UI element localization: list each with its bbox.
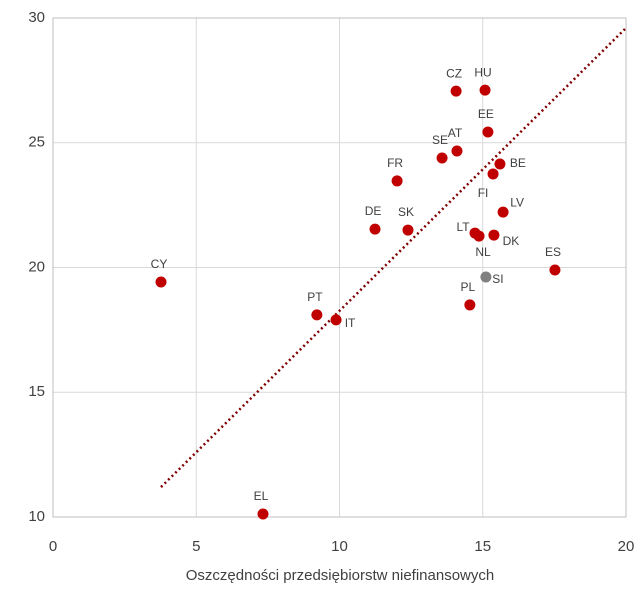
point — [311, 309, 323, 321]
x-tick-label: 20 — [618, 538, 635, 555]
point — [479, 84, 491, 96]
point-label: ES — [545, 245, 561, 259]
point — [436, 152, 448, 164]
point-label: NL — [475, 245, 491, 259]
point-label: LV — [510, 195, 524, 209]
point-label: CY — [151, 257, 168, 271]
point-label: EE — [478, 107, 494, 121]
x-tick-label: 15 — [474, 538, 491, 555]
point — [480, 271, 492, 283]
point — [482, 126, 494, 138]
point-label: HU — [474, 65, 491, 79]
point — [402, 224, 414, 236]
point — [488, 229, 500, 241]
point-label: SK — [398, 205, 414, 219]
point-label: PT — [307, 290, 323, 304]
x-tick-label: 10 — [331, 538, 348, 555]
point — [369, 223, 381, 235]
point — [391, 175, 403, 187]
point-label: LT — [456, 220, 470, 234]
point-label: SI — [492, 272, 503, 286]
point — [549, 264, 561, 276]
plot-border — [52, 17, 627, 518]
point-label: BE — [510, 156, 526, 170]
point — [451, 145, 463, 157]
point-label: PL — [461, 280, 476, 294]
point-label: AT — [448, 126, 463, 140]
point-label: FR — [387, 156, 403, 170]
point — [464, 299, 476, 311]
trendline — [160, 27, 627, 488]
x-axis-label: Oszczędności przedsiębiorstw niefinansow… — [186, 567, 494, 584]
point — [487, 168, 499, 180]
y-tick-label: 25 — [28, 134, 45, 151]
point-label: DK — [503, 234, 520, 248]
point-label: SE — [432, 133, 448, 147]
point-label: EL — [254, 489, 269, 503]
point — [450, 85, 462, 97]
point — [494, 158, 506, 170]
y-tick-label: 30 — [28, 9, 45, 26]
point — [257, 508, 269, 520]
point — [155, 276, 167, 288]
point-label: CZ — [446, 66, 462, 80]
point-label: IT — [345, 316, 356, 330]
point — [497, 206, 509, 218]
y-tick-label: 20 — [28, 258, 45, 275]
point-label: FI — [478, 186, 489, 200]
point — [330, 314, 342, 326]
y-tick-label: 10 — [28, 508, 45, 525]
y-tick-label: 15 — [28, 383, 45, 400]
x-tick-label: 5 — [192, 538, 200, 555]
point-label: DE — [365, 204, 382, 218]
point — [473, 230, 485, 242]
x-tick-label: 0 — [49, 538, 57, 555]
